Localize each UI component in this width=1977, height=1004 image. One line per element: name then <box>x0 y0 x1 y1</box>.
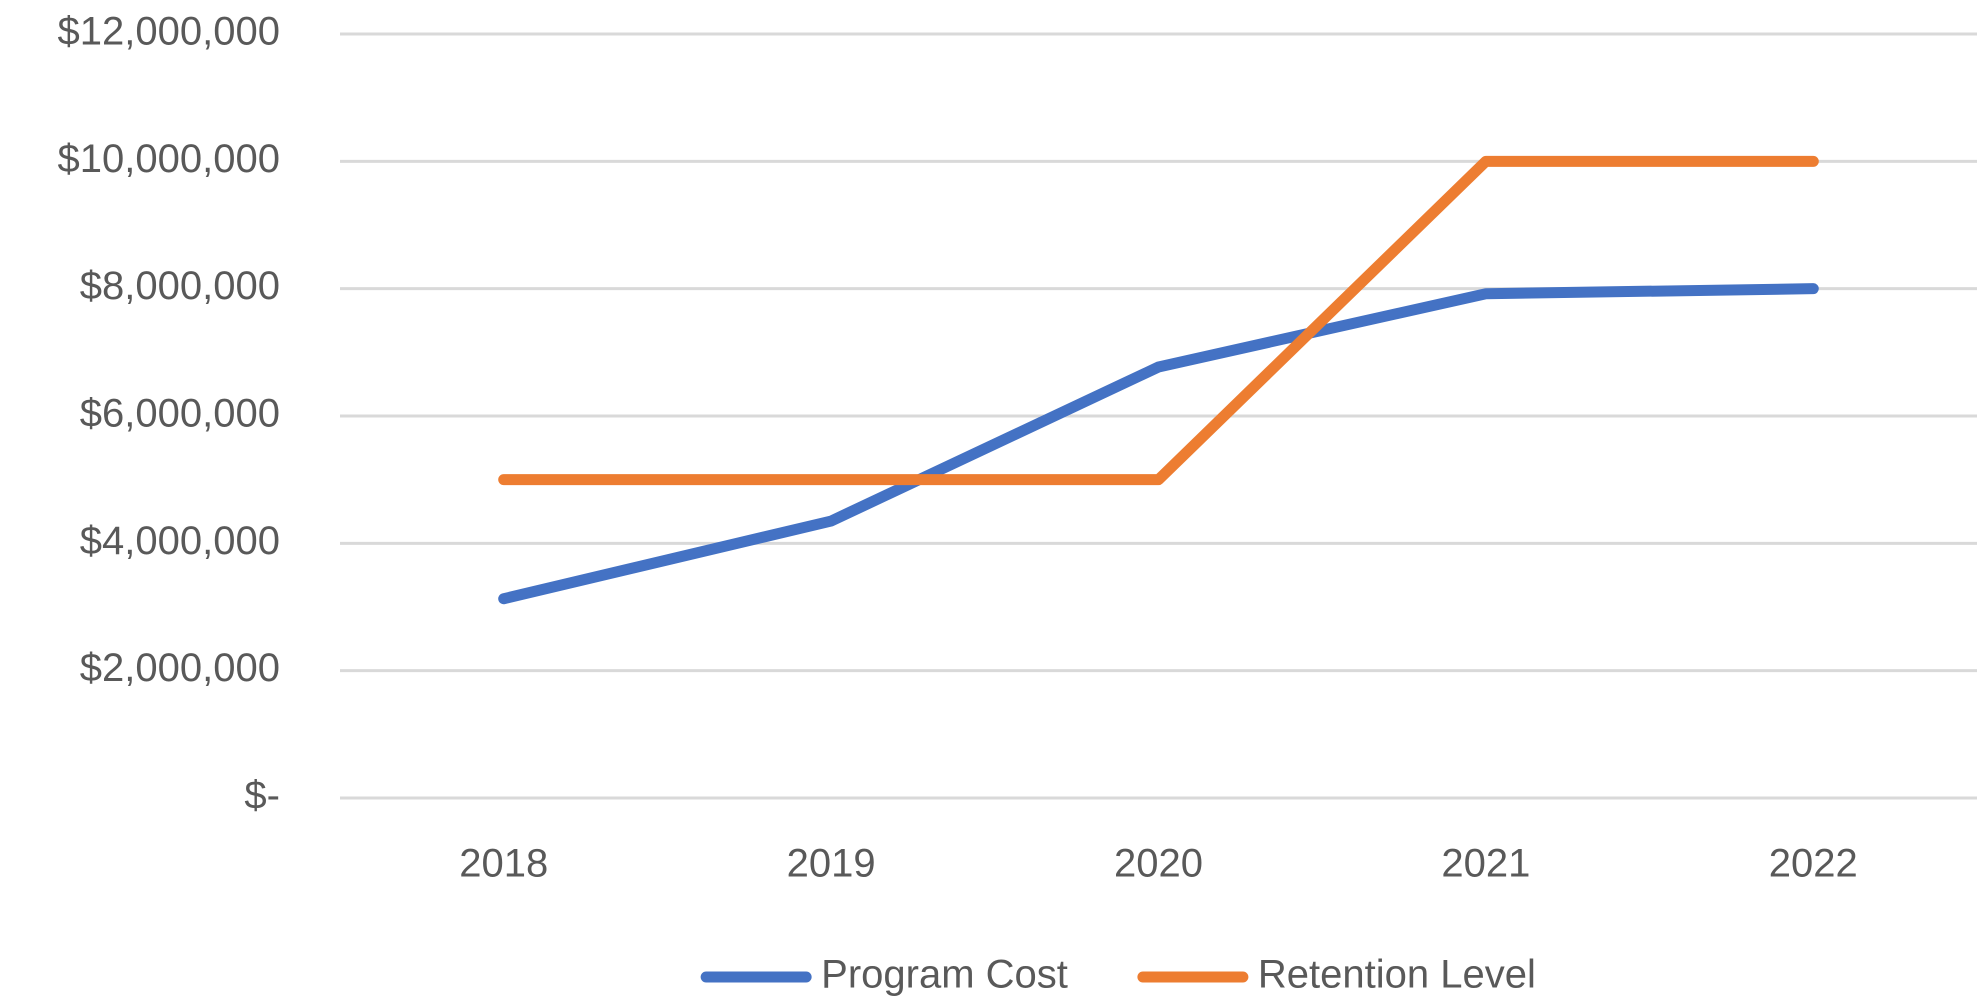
x-tick-label: 2022 <box>1769 842 1858 886</box>
x-tick-label: 2021 <box>1441 842 1530 886</box>
x-tick-label: 2020 <box>1114 842 1203 886</box>
x-tick-label: 2019 <box>787 842 876 886</box>
y-tick-label: $- <box>244 774 280 818</box>
series-line <box>498 283 1819 605</box>
y-tick-label: $8,000,000 <box>80 264 280 308</box>
legend-label: Retention Level <box>1258 953 1536 997</box>
series-line <box>498 155 1819 486</box>
y-tick-label: $4,000,000 <box>80 519 280 563</box>
x-tick-label: 2018 <box>459 842 548 886</box>
y-tick-label: $12,000,000 <box>58 10 280 54</box>
legend-label: Program Cost <box>821 953 1068 997</box>
y-tick-label: $2,000,000 <box>80 646 280 690</box>
y-tick-label: $10,000,000 <box>58 137 280 181</box>
y-tick-label: $6,000,000 <box>80 392 280 436</box>
